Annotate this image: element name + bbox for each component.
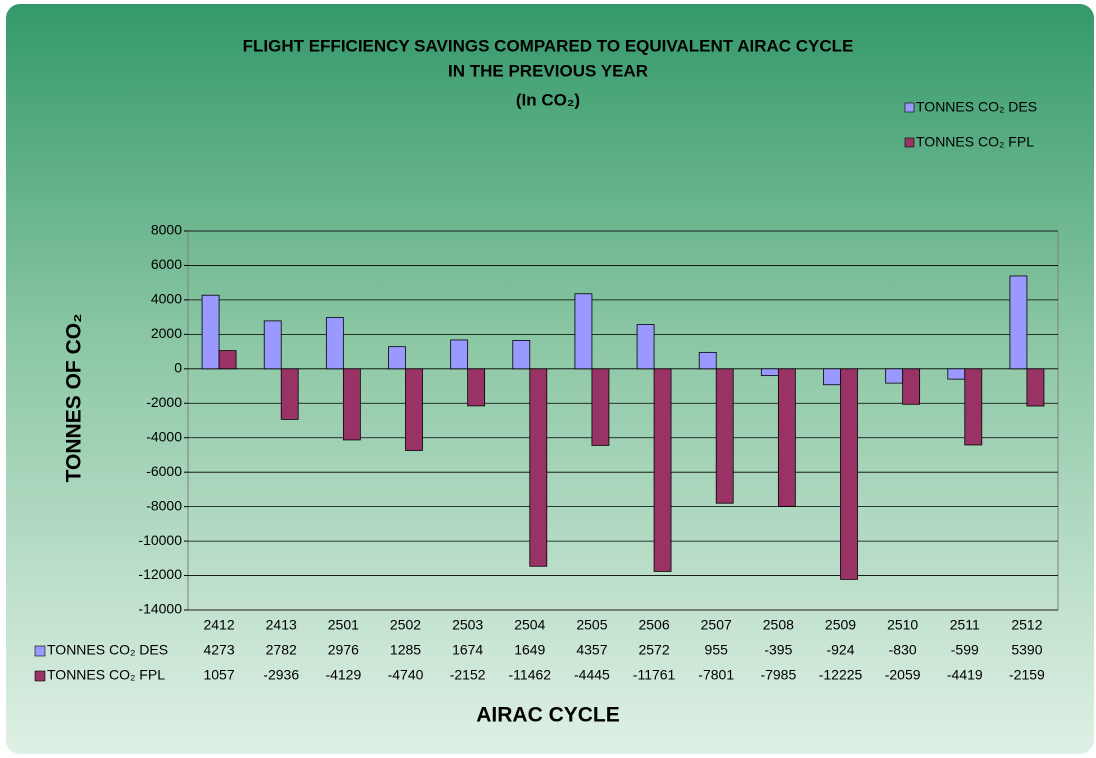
- data-table-value: 4273: [203, 642, 234, 658]
- y-tick-label: 4000: [151, 291, 182, 307]
- bar: [325, 317, 344, 370]
- data-table-value: -924: [826, 642, 854, 658]
- data-table-value: 2572: [638, 642, 669, 658]
- data-table-value: 4357: [576, 642, 607, 658]
- x-tick-label: 2510: [887, 617, 918, 633]
- y-tick-label: 8000: [151, 222, 182, 238]
- data-table-value: 1285: [390, 642, 421, 658]
- bar: [885, 368, 904, 384]
- data-table-value: 1057: [203, 667, 234, 683]
- bar: [653, 368, 672, 572]
- bar: [947, 368, 966, 380]
- bar: [715, 368, 734, 504]
- data-table-value: -2936: [263, 667, 299, 683]
- data-table-value: 955: [705, 642, 729, 658]
- bar: [201, 294, 220, 370]
- bar: [405, 368, 423, 451]
- x-tick-label: 2507: [701, 617, 732, 633]
- bar: [964, 368, 983, 446]
- y-tick-label: -10000: [138, 532, 182, 548]
- x-tick-label: 2501: [328, 617, 359, 633]
- data-table-value: -599: [951, 642, 979, 658]
- legend-label: TONNES CO₂ FPL: [916, 134, 1034, 150]
- y-tick-label: -2000: [146, 394, 182, 410]
- bar: [823, 368, 841, 386]
- data-table-value: -395: [764, 642, 792, 658]
- data-table-value: 1674: [452, 642, 483, 658]
- x-tick-label: 2412: [203, 617, 234, 633]
- y-tick-label: -12000: [138, 566, 182, 582]
- table-row-label: TONNES CO₂ DES: [47, 642, 168, 658]
- bar: [902, 368, 921, 405]
- chart-title: IN THE PREVIOUS YEAR: [448, 61, 648, 80]
- y-tick-label: -4000: [146, 428, 182, 444]
- data-table-value: -7985: [760, 667, 796, 683]
- x-tick-label: 2502: [390, 617, 421, 633]
- x-tick-label: 2506: [638, 617, 669, 633]
- data-table-value: 1649: [514, 642, 545, 658]
- table-legend-key: [34, 645, 46, 657]
- data-table-value: -4445: [574, 667, 610, 683]
- legend-key: [904, 102, 915, 113]
- data-table-value: -12225: [819, 667, 863, 683]
- bar: [591, 368, 610, 446]
- data-table-value: -2152: [450, 667, 486, 683]
- bar: [636, 324, 655, 370]
- data-table-value: -2059: [885, 667, 921, 683]
- data-table-value: -2159: [1009, 667, 1045, 683]
- chart-background: [6, 4, 1094, 754]
- x-tick-label: 2509: [825, 617, 856, 633]
- data-table-value: 5390: [1011, 642, 1042, 658]
- chart-title: FLIGHT EFFICIENCY SAVINGS COMPARED TO EQ…: [243, 36, 854, 55]
- bar: [1026, 368, 1045, 407]
- bar: [777, 368, 796, 507]
- data-table-value: -7801: [698, 667, 734, 683]
- y-tick-label: -6000: [146, 463, 182, 479]
- y-tick-label: 6000: [151, 256, 182, 272]
- bar: [280, 368, 299, 420]
- data-table-value: -830: [889, 642, 917, 658]
- table-row-label: TONNES CO₂ FPL: [47, 667, 165, 683]
- data-table-value: -11462: [509, 667, 552, 683]
- bar: [263, 320, 282, 370]
- bar: [512, 340, 531, 370]
- bar: [388, 346, 406, 370]
- chart-title: (In CO₂): [516, 90, 580, 109]
- bar: [218, 350, 237, 370]
- data-table-value: -4129: [325, 667, 361, 683]
- bar: [760, 368, 779, 377]
- bar: [467, 368, 486, 407]
- y-tick-label: -14000: [138, 601, 182, 617]
- legend-key: [904, 137, 915, 148]
- bar: [450, 339, 469, 370]
- data-table-value: -4740: [388, 667, 424, 683]
- x-tick-label: 2508: [763, 617, 794, 633]
- bar: [698, 351, 717, 370]
- y-tick-label: -8000: [146, 497, 182, 513]
- y-tick-label: 2000: [151, 325, 182, 341]
- x-tick-label: 2413: [266, 617, 297, 633]
- x-tick-label: 2504: [514, 617, 545, 633]
- table-legend-key: [34, 670, 46, 682]
- bar: [840, 368, 858, 580]
- x-tick-label: 2512: [1011, 617, 1042, 633]
- data-table-value: 2976: [328, 642, 359, 658]
- data-table-value: -4419: [947, 667, 983, 683]
- bar: [529, 368, 548, 567]
- data-table-value: -11761: [633, 667, 676, 683]
- x-tick-label: 2505: [576, 617, 607, 633]
- bar: [1009, 275, 1028, 370]
- y-axis-label: TONNES OF CO₂: [63, 314, 86, 483]
- x-tick-label: 2511: [950, 617, 980, 633]
- y-tick-label: 0: [174, 360, 182, 376]
- x-tick-label: 2503: [452, 617, 483, 633]
- x-axis-label: AIRAC CYCLE: [476, 704, 620, 727]
- data-table-value: 2782: [266, 642, 297, 658]
- bar: [342, 368, 361, 441]
- bar: [574, 293, 593, 370]
- legend-label: TONNES CO₂ DES: [916, 99, 1037, 115]
